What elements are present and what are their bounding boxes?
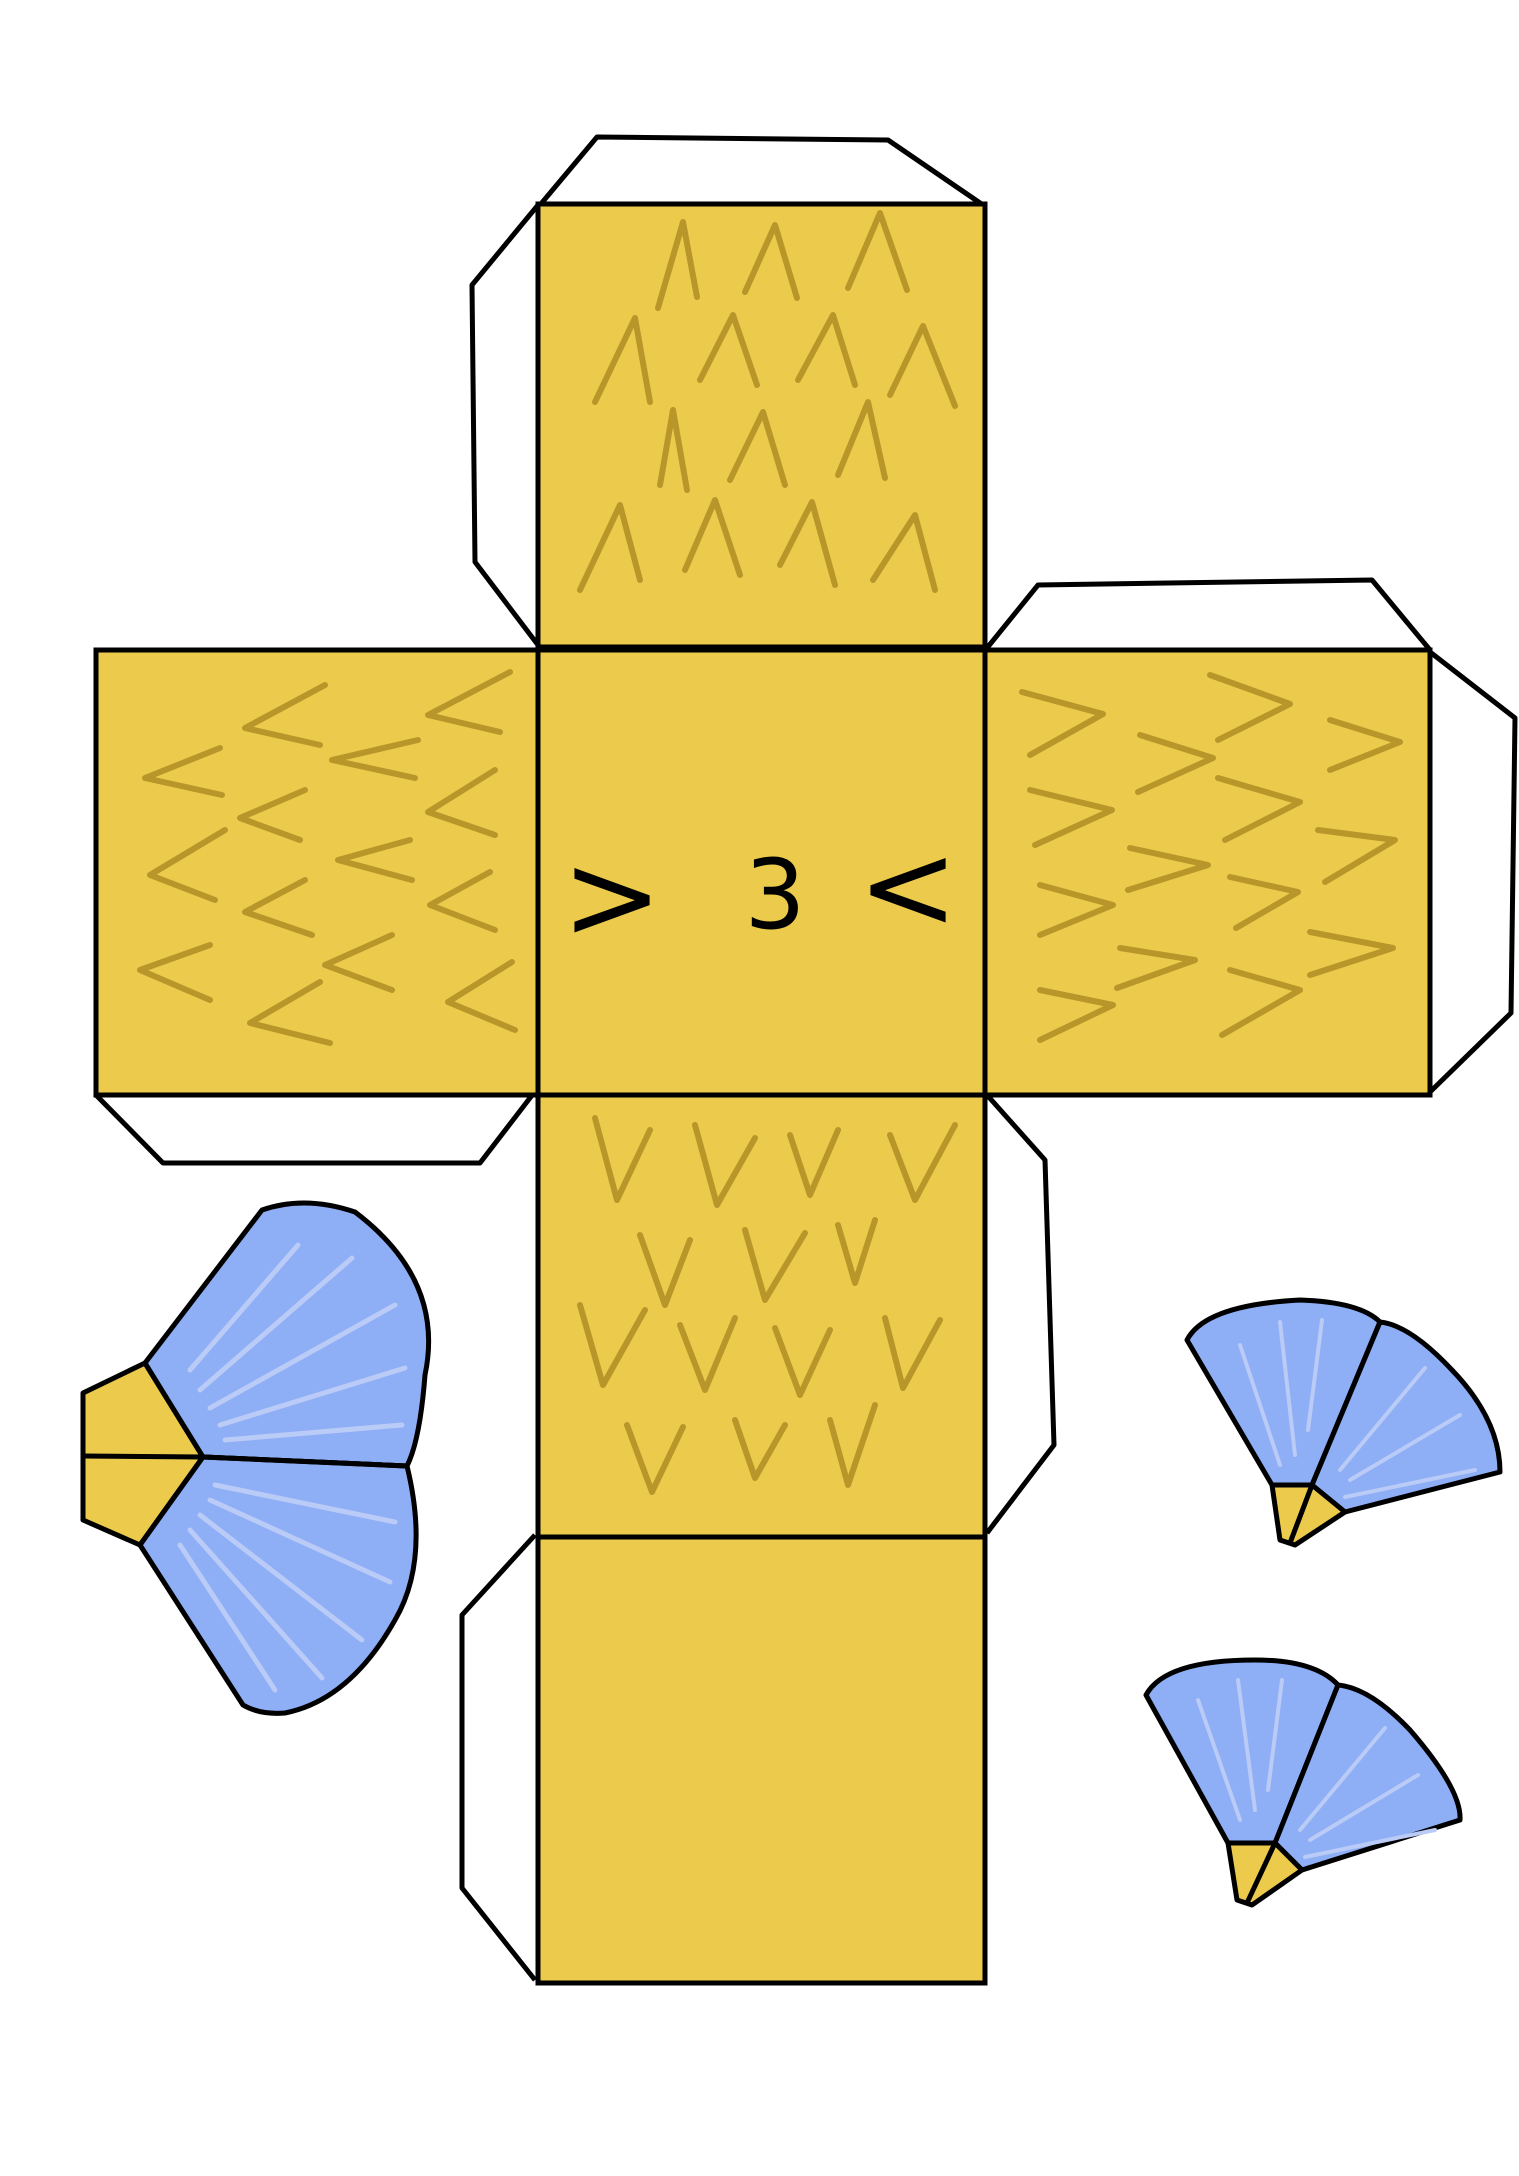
glue-tab-right bbox=[1428, 650, 1518, 1094]
wing-small-lower-left bbox=[1143, 1657, 1341, 1846]
wing-pair-small-lower bbox=[1143, 1657, 1463, 1908]
feather-marks-top bbox=[577, 210, 958, 593]
glue-tab-top bbox=[538, 134, 985, 208]
wing-small-upper-left bbox=[1184, 1297, 1383, 1488]
feather-marks-left bbox=[137, 669, 518, 1046]
glue-tab-bottom-left bbox=[459, 1533, 537, 1982]
wing-pair-small-upper bbox=[1184, 1297, 1503, 1548]
right-eye: < bbox=[858, 818, 959, 957]
feather-marks-right bbox=[1019, 672, 1403, 1043]
glue-tab-left-lower bbox=[93, 1092, 535, 1166]
face-right bbox=[982, 647, 1433, 1098]
chick-face: > 3 < bbox=[562, 818, 959, 967]
wing-small-upper-base bbox=[1269, 1482, 1348, 1548]
glue-tabs bbox=[93, 134, 1518, 1982]
wing-pair-large bbox=[80, 1200, 432, 1716]
wing-lines-small-lower bbox=[1196, 1678, 1437, 1859]
wing-upper bbox=[142, 1200, 432, 1469]
wing-small-lower-right bbox=[1272, 1682, 1463, 1873]
wing-small-upper-right bbox=[1309, 1319, 1503, 1515]
mouth: 3 bbox=[744, 839, 805, 951]
wing-lines-small-upper bbox=[1238, 1318, 1477, 1499]
feather-marks-lower bbox=[577, 1115, 958, 1495]
left-eye: > bbox=[562, 828, 663, 967]
wing-small-lower-base bbox=[1225, 1840, 1305, 1908]
glue-tab-right-upper bbox=[985, 577, 1432, 652]
face-left bbox=[93, 647, 541, 1098]
face-center bbox=[535, 647, 988, 1098]
face-top bbox=[535, 201, 988, 650]
wing-lines-large bbox=[177, 1242, 408, 1693]
glue-tab-top-left bbox=[469, 203, 540, 647]
glue-tab-bottom-right bbox=[985, 1093, 1057, 1535]
face-bottom bbox=[535, 1534, 988, 1986]
